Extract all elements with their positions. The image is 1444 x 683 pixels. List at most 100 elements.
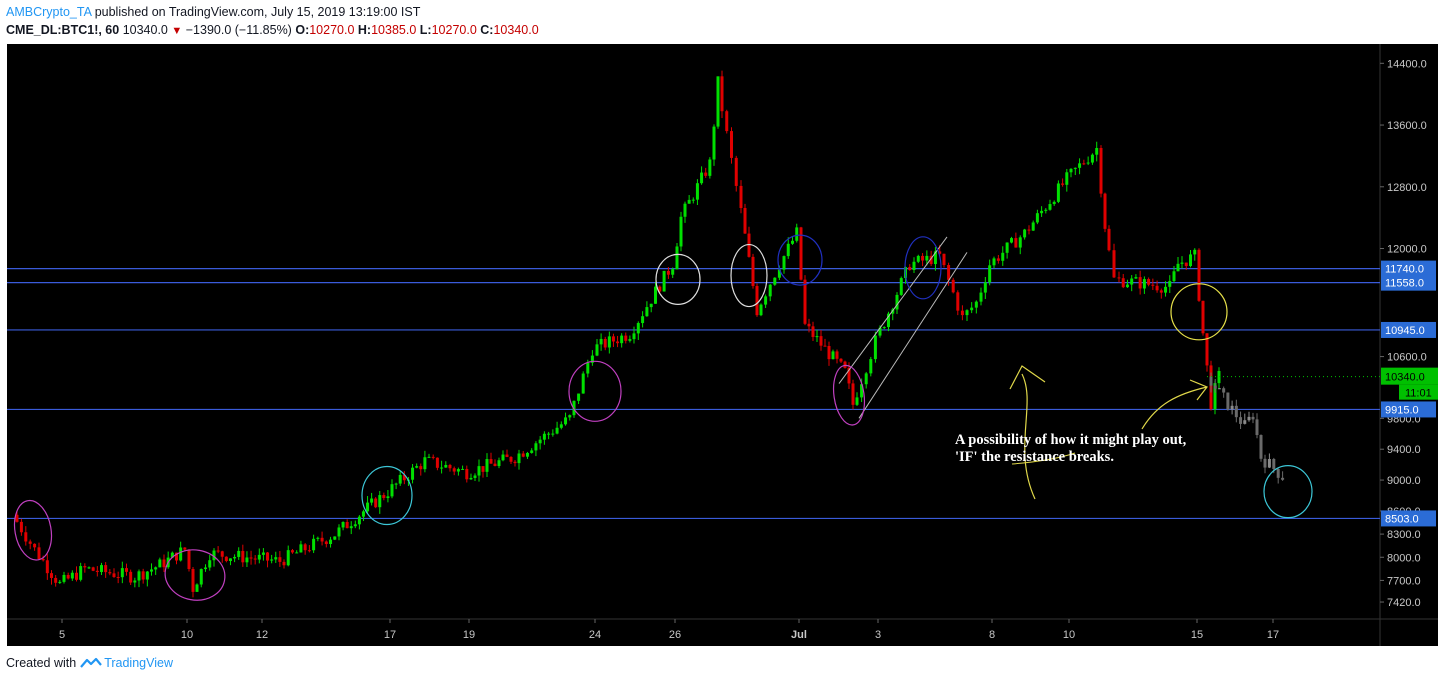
candle-up (786, 243, 790, 257)
candle-up (577, 393, 581, 401)
highlight-circle (13, 499, 53, 561)
candle-up (586, 362, 590, 374)
author-link[interactable]: AMBCrypto_TA (6, 5, 92, 19)
candle-down (481, 466, 485, 472)
candle-up (1069, 168, 1073, 173)
candle-up (170, 552, 174, 558)
level-label-bg (1381, 321, 1436, 338)
candle-up (620, 335, 624, 344)
candle-up (208, 560, 212, 568)
level-label-bg (1381, 510, 1436, 527)
candle-down (811, 326, 815, 337)
candle-down (603, 338, 607, 348)
candle-down (241, 550, 245, 563)
candle-up (274, 557, 278, 560)
candle-down (66, 574, 70, 579)
candle-down (827, 346, 831, 360)
down-arrow-icon: ▼ (171, 25, 183, 37)
candle-up (329, 539, 333, 545)
x-tick-label: 5 (59, 629, 65, 641)
candle-down (282, 561, 286, 566)
candle-up (501, 454, 505, 461)
candle-down (851, 383, 855, 405)
annotation-text: A possibility of how it might play out, (955, 432, 1187, 448)
candle-down (843, 361, 847, 368)
candle-down (266, 552, 270, 561)
candle-up (1010, 238, 1013, 243)
candle-up (150, 569, 153, 572)
candle-down (666, 270, 670, 275)
candle-down (1014, 238, 1018, 248)
candle-down (942, 253, 946, 266)
candle-up (607, 336, 611, 348)
candle-up (1125, 284, 1129, 288)
candle-up (411, 467, 415, 480)
publish-line: AMBCrypto_TA published on TradingView.co… (6, 3, 539, 21)
y-tick-label: 14400.0 (1387, 58, 1427, 70)
candle-up (878, 327, 882, 336)
projection-candle (1234, 405, 1238, 418)
candle-up (581, 373, 585, 394)
candle-up (199, 569, 203, 585)
candle-down (847, 367, 851, 384)
candle-up (79, 566, 83, 580)
candle-down (452, 468, 456, 472)
candle-up (712, 126, 716, 160)
candle-down (33, 543, 37, 548)
candle-down (448, 464, 452, 469)
candle-down (345, 522, 349, 529)
candle-down (1205, 333, 1209, 366)
candle-down (216, 550, 220, 552)
candle-down (303, 544, 307, 551)
candle-up (716, 76, 720, 127)
candle-up (988, 265, 992, 283)
close-label: C: (480, 23, 494, 37)
candle-down (1103, 193, 1107, 229)
publish-header: AMBCrypto_TA published on TradingView.co… (6, 3, 539, 40)
candle-up (641, 316, 645, 324)
candle-up (632, 333, 636, 340)
highlight-circle (568, 360, 622, 422)
candle-down (45, 560, 49, 574)
candle-down (253, 558, 257, 560)
x-tick-label: 17 (384, 629, 396, 641)
candle-down (1082, 163, 1086, 165)
candle-down (278, 557, 282, 562)
candle-up (974, 301, 978, 308)
candle-down (929, 255, 933, 265)
y-tick-label: 12800.0 (1387, 182, 1427, 194)
tradingview-brand[interactable]: TradingView (104, 656, 173, 670)
candle-down (465, 468, 469, 480)
candle-down (743, 208, 747, 234)
x-tick-label: Jul (791, 629, 807, 641)
chart-area[interactable]: 14400.0 13600.0 12800.0 12000.0 10600.0 9800.… (7, 44, 1438, 646)
candle-up (590, 355, 594, 363)
x-tick-label: 17 (1267, 629, 1279, 641)
candle-up (855, 397, 859, 405)
candle-up (795, 227, 799, 241)
y-tick-label: 7700.0 (1387, 575, 1421, 587)
candle-down (747, 233, 751, 257)
candle-down (28, 541, 32, 544)
y-tick-label: 7420.0 (1387, 597, 1421, 609)
last-price: 10340.0 (122, 23, 168, 37)
candle-down (799, 227, 803, 280)
candle-down (162, 559, 166, 568)
candle-up (1005, 242, 1009, 253)
candle-up (1001, 252, 1005, 261)
symbol-label[interactable]: CME_DL:BTC1!, 60 (6, 23, 120, 37)
high-value: 10385.0 (371, 23, 417, 37)
price-chart[interactable]: 14400.013600.012800.012000.010600.09800.… (7, 44, 1438, 646)
candle-up (427, 456, 431, 458)
low-label: L: (419, 23, 432, 37)
candle-up (1164, 286, 1168, 293)
level-label: 11740.0 (1385, 264, 1424, 276)
low-value: 10270.0 (431, 23, 477, 37)
candle-down (374, 498, 378, 508)
candle-up (687, 199, 691, 204)
candle-up (233, 556, 237, 559)
candle-up (768, 284, 772, 297)
candle-up (312, 538, 316, 551)
candle-down (807, 323, 811, 327)
candle-down (290, 550, 294, 553)
